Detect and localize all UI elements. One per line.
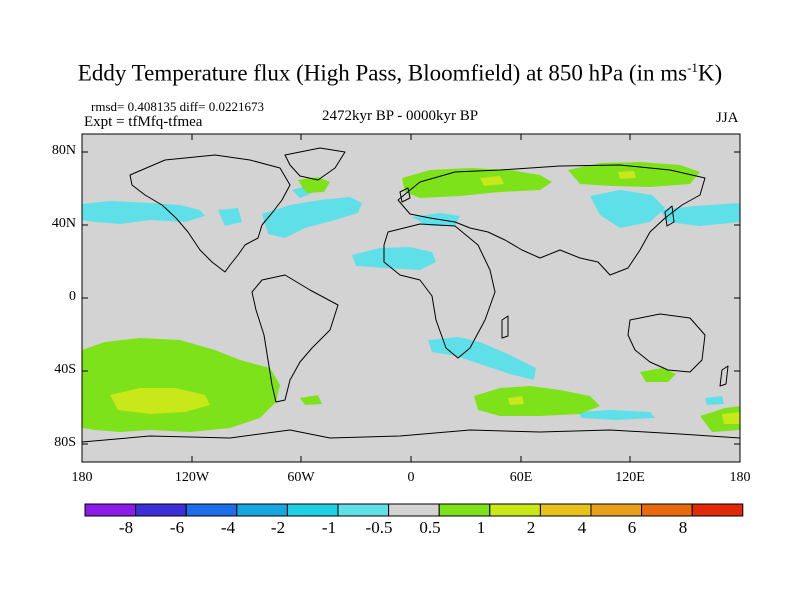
coastline-japan [664,205,675,227]
colorbar-label: 0.5 [419,518,441,537]
lon-ticks [81,134,631,462]
colorbar-box [590,503,643,517]
pos-region-greenland-sea [298,177,330,193]
neg-region-mediterranean [412,213,460,226]
lon-label-60w: 60W [287,470,315,485]
neg-region-west-atlantic [262,197,362,238]
strong-pos-region-south-pacific-east [722,412,740,424]
colorbar-label: 6 [627,518,637,537]
neg-region-south-atlantic-indian [428,337,536,380]
colorbar [84,503,744,517]
colorbar-box [185,503,238,517]
colorbar-box [135,503,187,517]
neg-region-north-pacific-east [660,203,740,226]
pos-region-north-europe [402,168,552,198]
coastline-antarctica [81,429,741,443]
lon-label-0: 0 [407,470,415,485]
neg-region-subtropical-atlantic [352,247,436,270]
lon-label-120e: 120E [615,470,645,485]
lat-label-40s: 40S [54,362,76,377]
lon-label-60e: 60E [509,470,533,485]
colorbar-box [388,503,440,517]
coastline-africa [383,223,496,359]
negative-anomaly-regions [82,186,740,420]
strong-pos-region-south-indian [508,396,524,405]
neg-region-north-pacific-west [590,190,665,228]
lon-label-180e: 180 [729,470,751,485]
coastline-australia [627,313,706,373]
experiment-label: Expt = tfMfq-tfmea [84,114,203,130]
lon-label-180w: 180 [71,470,93,485]
coastline-eurasia [397,164,706,276]
period-label: 2472kyr BP - 0000kyr BP [322,108,479,124]
colorbar-label: -8 [118,518,134,537]
title-main: Eddy Temperature flux (High Pass, Bloomf… [77,60,688,86]
coastline-north-america [129,154,291,273]
pos-region-south-indian [474,386,600,416]
colorbar-box [236,503,288,517]
coastline-greenland [284,147,346,181]
colorbar-box [489,503,541,517]
colorbar-box [438,503,491,517]
title-tail: K) [697,60,723,86]
colorbar-label: 4 [577,518,587,537]
colorbar-box [691,503,744,517]
lat-label-80s: 80S [54,435,76,450]
colorbar-box [286,503,339,517]
season-label: JJA [716,110,739,126]
neg-region-southern-ocean [578,410,655,420]
lat-ticks [82,151,740,445]
colorbar-box [539,503,592,517]
pos-region-south-indian-east [640,368,676,382]
coastlines [81,147,741,443]
strong-positive-regions [110,171,740,424]
lat-label-0: 0 [69,289,76,304]
colorbar-box [337,503,390,517]
coastline-new-zealand [719,365,729,387]
neg-region-tasman [705,396,724,405]
chart-title: Eddy Temperature flux (High Pass, Bloomf… [0,60,800,87]
coastline-british-isles [399,187,411,203]
neg-region-canada [218,208,242,226]
colorbar-label: 1 [476,518,486,537]
colorbar-label: 2 [526,518,536,537]
pos-region-drake [300,395,322,405]
strong-pos-region-south-pacific [110,388,210,414]
coastline-south-america [251,274,339,403]
pos-region-south-pacific-east [700,406,740,432]
lat-label-80n: 80N [51,143,76,158]
strong-pos-region-north-europe [480,176,504,186]
colorbar-box [641,503,693,517]
colorbar-label: -4 [220,518,236,537]
colorbar-box [84,503,137,517]
neg-region-north-pacific [82,201,205,224]
coastline-madagascar [501,315,509,339]
stats-line: rmsd= 0.408135 diff= 0.0221673 [91,99,264,114]
colorbar-label: -2 [270,518,286,537]
colorbar-label: 8 [678,518,688,537]
colorbar-label: -1 [321,518,337,537]
colorbar-label: -0.5 [365,518,393,537]
strong-pos-region-north-pacific [618,171,636,179]
lat-label-40n: 40N [51,216,76,231]
colorbar-label: -6 [169,518,185,537]
title-superscript: -1 [687,60,698,75]
lon-label-120w: 120W [174,470,210,485]
